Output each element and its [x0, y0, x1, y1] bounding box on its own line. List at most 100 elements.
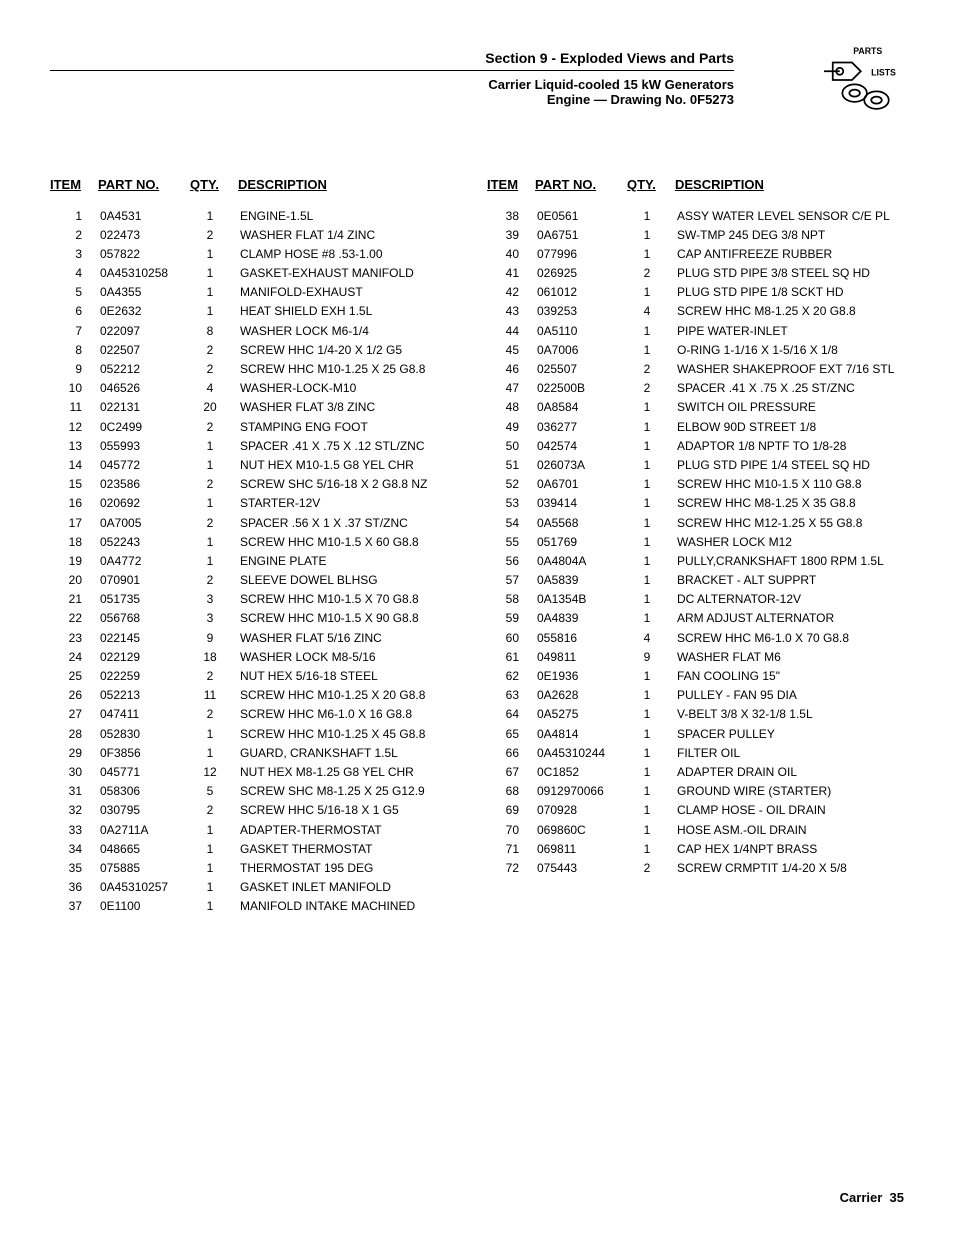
cell-part: 026073A — [535, 455, 627, 474]
cell-part: 0A4814 — [535, 724, 627, 743]
page-header: Section 9 - Exploded Views and Parts Car… — [50, 50, 904, 107]
table-row: 550517691WASHER LOCK M12 — [487, 532, 904, 551]
svg-text:PARTS: PARTS — [853, 46, 882, 56]
cell-desc: DC ALTERNATOR-12V — [675, 590, 904, 609]
cell-qty: 1 — [627, 743, 675, 762]
cell-qty: 1 — [190, 244, 238, 263]
cell-item: 31 — [50, 782, 98, 801]
cell-desc: ADAPTER-THERMOSTAT — [238, 820, 467, 839]
cell-item: 36 — [50, 878, 98, 897]
cell-part: 0A45310258 — [98, 264, 190, 283]
table-row: 150235862SCREW SHC 5/16-18 X 2 G8.8 NZ — [50, 475, 467, 494]
cell-part: 0A6701 — [535, 475, 627, 494]
left-column: ITEM PART NO. QTY. DESCRIPTION 10A45311E… — [50, 177, 467, 916]
cell-item: 21 — [50, 590, 98, 609]
cell-qty: 2 — [190, 360, 238, 379]
cell-qty: 1 — [190, 264, 238, 283]
cell-item: 11 — [50, 398, 98, 417]
cell-item: 4 — [50, 264, 98, 283]
cell-item: 66 — [487, 743, 535, 762]
cell-part: 0A5568 — [535, 513, 627, 532]
svg-text:LISTS: LISTS — [871, 68, 896, 78]
cell-desc: MANIFOLD-EXHAUST — [238, 283, 467, 302]
table-row: 50A43551MANIFOLD-EXHAUST — [50, 283, 467, 302]
cell-item: 1 — [50, 206, 98, 225]
table-row: 200709012SLEEVE DOWEL BLHSG — [50, 571, 467, 590]
cell-desc: SCREW HHC 1/4-20 X 1/2 G5 — [238, 340, 467, 359]
cell-qty: 2 — [627, 858, 675, 877]
table-row: 100465264WASHER-LOCK-M10 — [50, 379, 467, 398]
cell-qty: 1 — [627, 494, 675, 513]
table-row: 2605221311SCREW HHC M10-1.25 X 20 G8.8 — [50, 686, 467, 705]
cell-desc: ADAPTER DRAIN OIL — [675, 762, 904, 781]
cell-desc: V-BELT 3/8 X 32-1/8 1.5L — [675, 705, 904, 724]
cell-item: 40 — [487, 244, 535, 263]
table-row: 580A1354B1DC ALTERNATOR-12V — [487, 590, 904, 609]
cell-desc: BRACKET - ALT SUPPRT — [675, 571, 904, 590]
table-row: 370E11001MANIFOLD INTAKE MACHINED — [50, 897, 467, 916]
cell-item: 50 — [487, 436, 535, 455]
table-row: 1102213120WASHER FLAT 3/8 ZINC — [50, 398, 467, 417]
cell-item: 46 — [487, 360, 535, 379]
table-row: 310583065SCREW SHC M8-1.25 X 25 G12.9 — [50, 782, 467, 801]
cell-desc: SPACER .41 X .75 X .12 STL/ZNC — [238, 436, 467, 455]
table-row: 230221459WASHER FLAT 5/16 ZINC — [50, 628, 467, 647]
cell-item: 72 — [487, 858, 535, 877]
cell-part: 039253 — [535, 302, 627, 321]
table-row: 80225072SCREW HHC 1/4-20 X 1/2 G5 — [50, 340, 467, 359]
cell-part: 0A8584 — [535, 398, 627, 417]
cell-desc: WASHER FLAT 5/16 ZINC — [238, 628, 467, 647]
cell-desc: SW-TMP 245 DEG 3/8 NPT — [675, 225, 904, 244]
cell-part: 070928 — [535, 801, 627, 820]
cell-part: 0A45310257 — [98, 878, 190, 897]
cell-item: 68 — [487, 782, 535, 801]
cell-part: 055993 — [98, 436, 190, 455]
table-row: 60E26321HEAT SHIELD EXH 1.5L — [50, 302, 467, 321]
cell-item: 23 — [50, 628, 98, 647]
cell-qty: 1 — [627, 225, 675, 244]
subtitle-1: Carrier Liquid-cooled 15 kW Generators — [50, 77, 734, 92]
cell-qty: 1 — [190, 858, 238, 877]
cell-qty: 18 — [190, 647, 238, 666]
cell-desc: SCREW HHC M10-1.25 X 20 G8.8 — [238, 686, 467, 705]
cell-qty: 4 — [627, 302, 675, 321]
cell-qty: 1 — [627, 455, 675, 474]
table-row: 570A58391BRACKET - ALT SUPPRT — [487, 571, 904, 590]
cell-item: 38 — [487, 206, 535, 225]
cell-desc: CLAMP HOSE - OIL DRAIN — [675, 801, 904, 820]
subtitle-2: Engine — Drawing No. 0F5273 — [50, 92, 734, 107]
cell-item: 32 — [50, 801, 98, 820]
cell-item: 54 — [487, 513, 535, 532]
cell-item: 24 — [50, 647, 98, 666]
cell-item: 28 — [50, 724, 98, 743]
cell-part: 075885 — [98, 858, 190, 877]
cell-item: 44 — [487, 321, 535, 340]
table-row: 2402212918WASHER LOCK M8-5/16 — [50, 647, 467, 666]
cell-desc: SPACER PULLEY — [675, 724, 904, 743]
cell-qty: 2 — [190, 513, 238, 532]
cell-qty: 3 — [190, 590, 238, 609]
cell-part: 057822 — [98, 244, 190, 263]
cell-desc: ENGINE-1.5L — [238, 206, 467, 225]
cell-desc: SCREW HHC M8-1.25 X 35 G8.8 — [675, 494, 904, 513]
parts-table-right: ITEM PART NO. QTY. DESCRIPTION 380E05611… — [487, 177, 904, 878]
cell-desc: THERMOSTAT 195 DEG — [238, 858, 467, 877]
cell-item: 18 — [50, 532, 98, 551]
col-header-qty: QTY. — [190, 177, 238, 206]
cell-desc: GASKET THERMOSTAT — [238, 839, 467, 858]
table-row: 440A51101PIPE WATER-INLET — [487, 321, 904, 340]
cell-part: 022500B — [535, 379, 627, 398]
cell-qty: 1 — [190, 455, 238, 474]
cell-qty: 1 — [190, 551, 238, 570]
cell-item: 60 — [487, 628, 535, 647]
cell-part: 055816 — [535, 628, 627, 647]
cell-part: 036277 — [535, 417, 627, 436]
cell-qty: 1 — [627, 398, 675, 417]
table-row: 450A70061O-RING 1-1/16 X 1-5/16 X 1/8 — [487, 340, 904, 359]
cell-part: 056768 — [98, 609, 190, 628]
cell-desc: SCREW HHC M6-1.0 X 16 G8.8 — [238, 705, 467, 724]
cell-desc: SCREW HHC 5/16-18 X 1 G5 — [238, 801, 467, 820]
table-row: 90522122SCREW HHC M10-1.25 X 25 G8.8 — [50, 360, 467, 379]
cell-desc: ELBOW 90D STREET 1/8 — [675, 417, 904, 436]
cell-item: 29 — [50, 743, 98, 762]
